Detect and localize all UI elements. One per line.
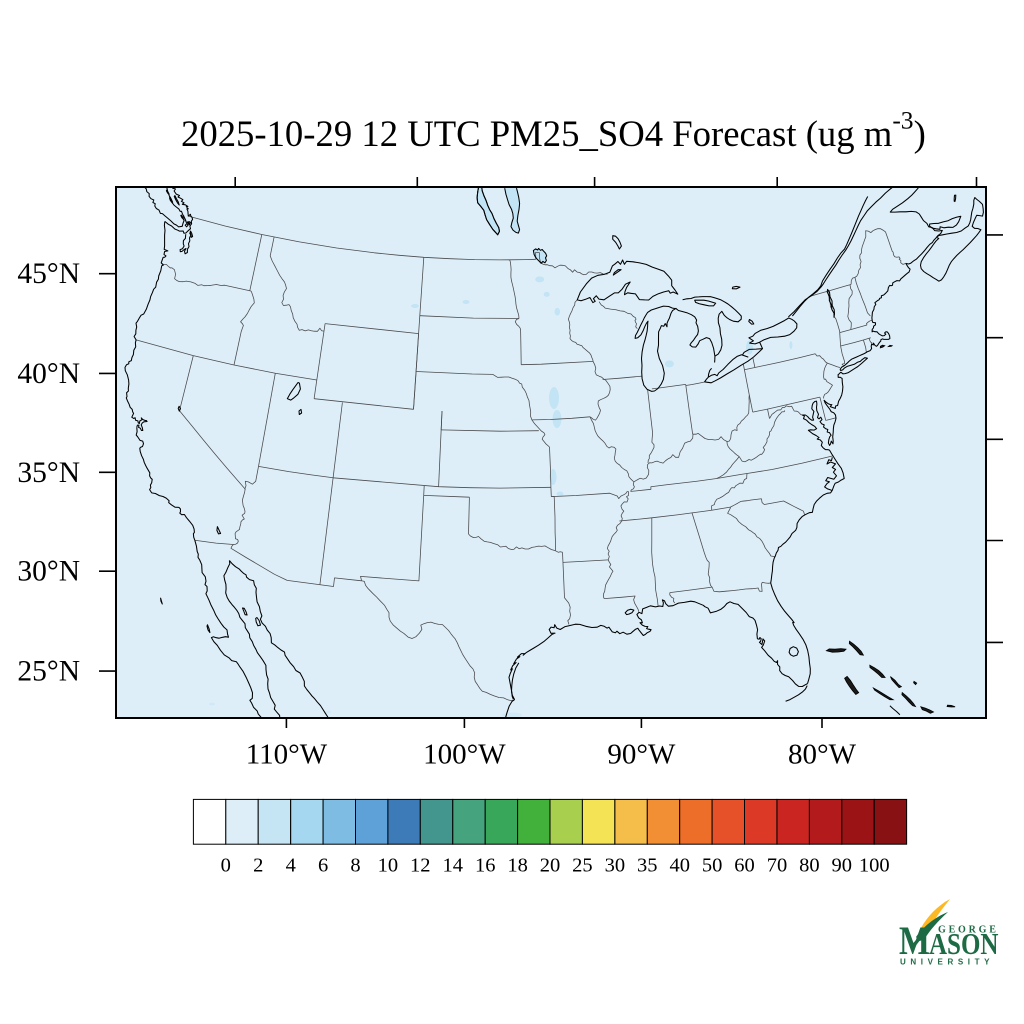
- svg-text:35°N: 35°N: [17, 457, 80, 489]
- svg-text:16: 16: [475, 855, 496, 877]
- svg-text:12: 12: [410, 855, 431, 877]
- svg-text:110°W: 110°W: [246, 739, 328, 771]
- svg-text:25°N: 25°N: [17, 656, 80, 688]
- svg-text:30: 30: [605, 855, 626, 877]
- svg-text:8: 8: [350, 855, 360, 877]
- svg-text:40°N: 40°N: [17, 358, 80, 390]
- svg-text:25: 25: [572, 855, 593, 877]
- svg-text:35: 35: [637, 855, 658, 877]
- svg-text:14: 14: [443, 855, 464, 877]
- svg-text:30°N: 30°N: [17, 556, 80, 588]
- svg-text:ASON: ASON: [929, 928, 998, 962]
- svg-text:100°W: 100°W: [423, 739, 506, 771]
- svg-text:90°W: 90°W: [607, 739, 676, 771]
- svg-text:40: 40: [669, 855, 690, 877]
- svg-text:2: 2: [253, 855, 263, 877]
- svg-text:45°N: 45°N: [17, 258, 80, 290]
- svg-text:10: 10: [378, 855, 399, 877]
- svg-text:70: 70: [767, 855, 788, 877]
- svg-text:0: 0: [221, 855, 231, 877]
- svg-text:80: 80: [799, 855, 820, 877]
- svg-text:80°W: 80°W: [788, 739, 857, 771]
- svg-text:GEORGE: GEORGE: [938, 925, 999, 936]
- svg-text:UNIVERSITY: UNIVERSITY: [900, 958, 994, 967]
- svg-text:4: 4: [286, 855, 296, 877]
- svg-text:6: 6: [318, 855, 328, 877]
- svg-text:M: M: [899, 918, 930, 963]
- svg-text:20: 20: [540, 855, 561, 877]
- svg-text:100: 100: [859, 855, 890, 877]
- svg-text:60: 60: [734, 855, 755, 877]
- svg-text:90: 90: [832, 855, 853, 877]
- svg-text:18: 18: [507, 855, 528, 877]
- svg-text:50: 50: [702, 855, 723, 877]
- svg-text:2025-10-29 12 UTC PM25_SO4 For: 2025-10-29 12 UTC PM25_SO4 Forecast (ug …: [181, 106, 926, 155]
